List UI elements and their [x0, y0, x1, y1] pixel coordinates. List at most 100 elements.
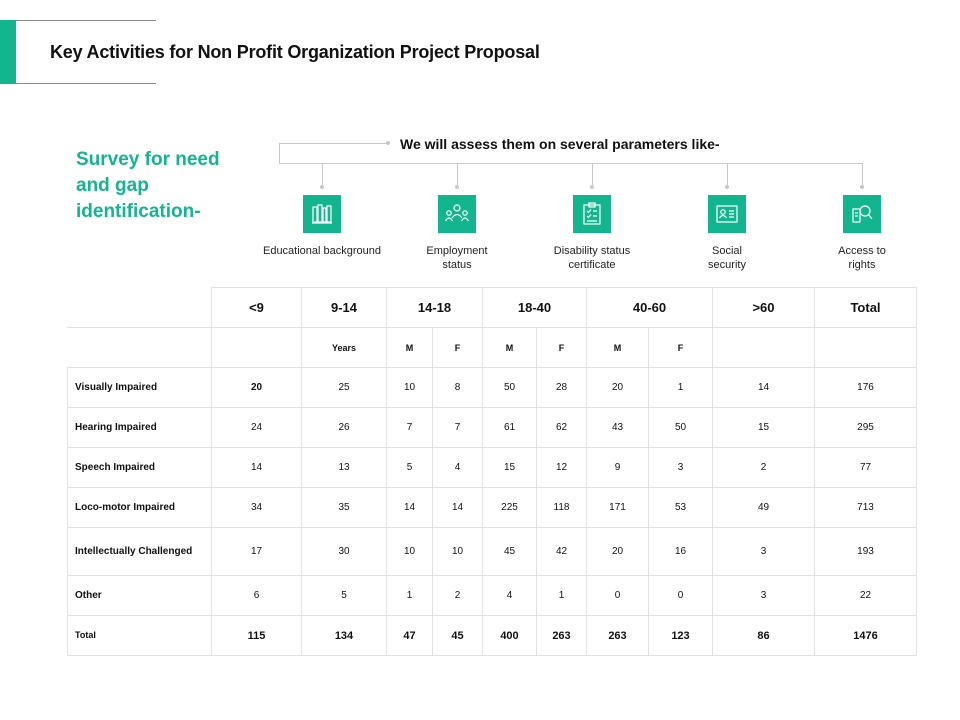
table-subheader-cell: [814, 327, 917, 368]
header-bottom-rule: [16, 83, 156, 84]
id-card-icon: [708, 195, 746, 233]
table-cell: 1476: [814, 615, 917, 656]
param-label-social: Social security: [708, 245, 746, 271]
param-label-disability: Disability status certificate: [553, 245, 631, 271]
header-top-rule: [16, 20, 156, 21]
table-cell: 20: [586, 367, 649, 408]
table-row: Intellectually Challenged 17 30 10 10 45 42 20 1…: [67, 527, 917, 576]
connector-top-line: [279, 143, 388, 144]
table-cell: 77: [814, 447, 917, 488]
table-subheader-row: Years M F M F M F: [67, 327, 917, 368]
param-drop: [862, 163, 863, 187]
table-cell: 15: [482, 447, 537, 488]
table-row: Hearing Impaired 24 26 7 7 61 62 43 50 15 295: [67, 407, 917, 448]
table-cell: 123: [648, 615, 713, 656]
table-cell: 14: [386, 487, 433, 528]
param-dot: [590, 185, 594, 189]
param-drop: [592, 163, 593, 187]
param-dot: [455, 185, 459, 189]
assess-heading: We will assess them on several parameter…: [400, 136, 720, 152]
table-cell: 1: [386, 575, 433, 616]
table-cell: 13: [301, 447, 387, 488]
table-corner: [67, 287, 212, 328]
table-subheader-cell: Years: [301, 327, 387, 368]
table-header-row: <9 9-14 14-18 18-40 40-60 >60 Total: [67, 287, 917, 328]
param-dot: [725, 185, 729, 189]
table-cell: 26: [301, 407, 387, 448]
table-cell: 17: [211, 527, 302, 576]
table-cell: 14: [712, 367, 815, 408]
table-subheader-cell: M: [386, 327, 433, 368]
row-label: Hearing Impaired: [67, 407, 212, 448]
table-subheader-cell: F: [536, 327, 587, 368]
table-cell: 7: [386, 407, 433, 448]
row-label: Intellectually Challenged: [67, 527, 212, 576]
table-cell: 713: [814, 487, 917, 528]
table-header-cell: 40-60: [586, 287, 713, 328]
magnifier-icon: [843, 195, 881, 233]
table-cell: 24: [211, 407, 302, 448]
table-cell: 4: [482, 575, 537, 616]
table-cell: 9: [586, 447, 649, 488]
table-cell: 43: [586, 407, 649, 448]
table-cell: 34: [211, 487, 302, 528]
table-cell: 14: [432, 487, 483, 528]
table-subheader-cell: F: [648, 327, 713, 368]
table-cell: 4: [432, 447, 483, 488]
param-label-access: Access to rights: [838, 245, 886, 271]
table-subheader-cell: [211, 327, 302, 368]
table-cell: 20: [211, 367, 302, 408]
table-cell: 1: [536, 575, 587, 616]
table-cell: 6: [211, 575, 302, 616]
table-header-cell: <9: [211, 287, 302, 328]
table-cell: 10: [432, 527, 483, 576]
table-cell: 53: [648, 487, 713, 528]
table-row: Speech Impaired 14 13 5 4 15 12 9 3 2 77: [67, 447, 917, 488]
table-cell: 1: [648, 367, 713, 408]
table-header-cell: 18-40: [482, 287, 587, 328]
table-cell: 2: [712, 447, 815, 488]
table-cell: 10: [386, 367, 433, 408]
table-header-cell: Total: [814, 287, 917, 328]
table-cell: 0: [648, 575, 713, 616]
row-label: Visually Impaired: [67, 367, 212, 408]
checklist-icon: [573, 195, 611, 233]
table-cell: 22: [814, 575, 917, 616]
disability-survey-table: <9 9-14 14-18 18-40 40-60 >60 Total Year…: [67, 287, 917, 656]
table-row: Loco-motor Impaired 34 35 14 14 225 118 171 53 49…: [67, 487, 917, 528]
survey-heading: Survey for need and gap identification-: [76, 149, 220, 222]
table-cell: 3: [712, 527, 815, 576]
table-cell: 20: [586, 527, 649, 576]
table-cell: 8: [432, 367, 483, 408]
row-label: Speech Impaired: [67, 447, 212, 488]
table-subheader-cell: [712, 327, 815, 368]
table-cell: 2: [432, 575, 483, 616]
connector-branch-line: [279, 163, 862, 164]
connector-dot: [386, 141, 390, 145]
accent-bar: [0, 20, 16, 84]
table-cell: 47: [386, 615, 433, 656]
param-label-educational: Educational background: [262, 245, 382, 257]
table-cell: 28: [536, 367, 587, 408]
table-cell: 15: [712, 407, 815, 448]
table-cell: 171: [586, 487, 649, 528]
table-header-cell: >60: [712, 287, 815, 328]
row-label: Loco-motor Impaired: [67, 487, 212, 528]
table-cell: 61: [482, 407, 537, 448]
table-row: Visually Impaired 20 25 10 8 50 28 20 1 14 176: [67, 367, 917, 408]
connector-left-drop: [279, 143, 280, 163]
table-cell: 10: [386, 527, 433, 576]
table-cell: 225: [482, 487, 537, 528]
table-cell: 0: [586, 575, 649, 616]
table-cell: 86: [712, 615, 815, 656]
param-dot: [320, 185, 324, 189]
table-cell: 49: [712, 487, 815, 528]
table-subheader-cell: F: [432, 327, 483, 368]
table-cell: 30: [301, 527, 387, 576]
table-total-row: Total 115 134 47 45 400 263 263 123 86 1…: [67, 615, 917, 656]
table-cell: 263: [536, 615, 587, 656]
table-cell: 176: [814, 367, 917, 408]
table-cell: 134: [301, 615, 387, 656]
param-drop: [457, 163, 458, 187]
table-cell: 45: [482, 527, 537, 576]
